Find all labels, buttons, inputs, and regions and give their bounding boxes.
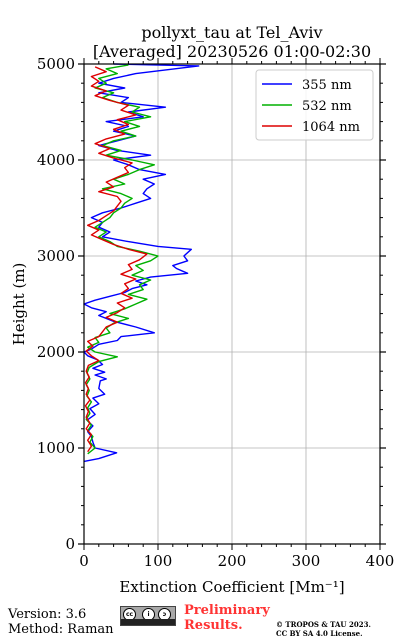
legend: 355 nm 532 nm 1064 nm [255,69,374,141]
y-tick-label: 1000 [37,439,75,457]
series-line [85,64,159,455]
y-tick-label: 0 [65,535,75,553]
copyright-line1: © TROPOS & TAU 2023. [276,620,371,629]
copyright-line2: CC BY SA 4.0 License. [276,629,363,638]
x-tick-label: 100 [144,552,173,570]
y-tick-label: 5000 [37,55,75,73]
extinction-profile-chart: pollyxt_tau at Tel_Aviv [Averaged] 20230… [10,23,395,596]
series-line [83,63,200,463]
version-label: Version: 3.6 [8,607,87,622]
x-axis-label: Extinction Coefficient [Mm⁻¹] [119,578,344,596]
y-tick-label: 2000 [37,343,75,361]
copyright-note: © TROPOS & TAU 2023. CC BY SA 4.0 Licens… [276,620,371,638]
method-label: Method: Raman [8,622,114,637]
x-tick-label: 0 [79,552,89,570]
chart-title-line1: pollyxt_tau at Tel_Aviv [141,23,322,42]
preliminary-results-note: Preliminary Results. [184,603,270,633]
grid [84,64,380,544]
series-line [84,66,148,453]
x-tick-label: 300 [292,552,321,570]
legend-label: 355 nm [302,78,352,93]
legend-label: 1064 nm [302,120,360,135]
x-tick-label: 200 [218,552,247,570]
y-axis-label: Height (m) [10,263,28,346]
y-tick-label: 4000 [37,151,75,169]
y-tick-label: 3000 [37,247,75,265]
series-lines [83,63,200,463]
legend-label: 532 nm [302,99,352,114]
x-tick-label: 400 [366,552,395,570]
preliminary-line2: Results. [184,618,243,633]
badge-strip [121,619,175,625]
preliminary-line1: Preliminary [184,603,270,618]
chart-title-line2: [Averaged] 20230526 01:00-02:30 [93,42,371,61]
legend-box [255,69,374,141]
cc-license-badge: cc i ↄ [120,606,176,626]
